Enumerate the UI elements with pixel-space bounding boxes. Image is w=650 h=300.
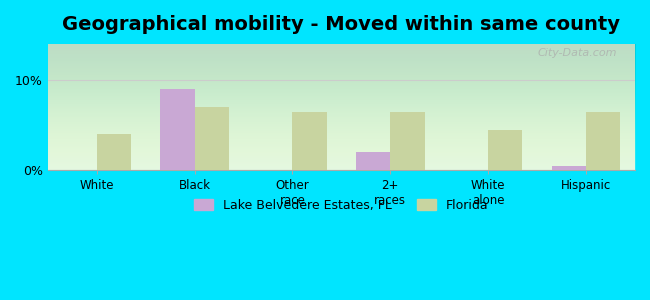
Bar bbox=[356, 152, 390, 170]
Bar bbox=[552, 166, 586, 170]
Bar bbox=[488, 130, 523, 170]
Title: Geographical mobility - Moved within same county: Geographical mobility - Moved within sam… bbox=[62, 15, 620, 34]
Bar bbox=[97, 134, 131, 170]
Bar bbox=[390, 112, 424, 170]
Bar bbox=[161, 89, 194, 170]
Text: City-Data.com: City-Data.com bbox=[538, 48, 617, 58]
Bar bbox=[292, 112, 327, 170]
Bar bbox=[586, 112, 620, 170]
Legend: Lake Belvedere Estates, FL, Florida: Lake Belvedere Estates, FL, Florida bbox=[189, 194, 493, 217]
Bar bbox=[194, 107, 229, 170]
